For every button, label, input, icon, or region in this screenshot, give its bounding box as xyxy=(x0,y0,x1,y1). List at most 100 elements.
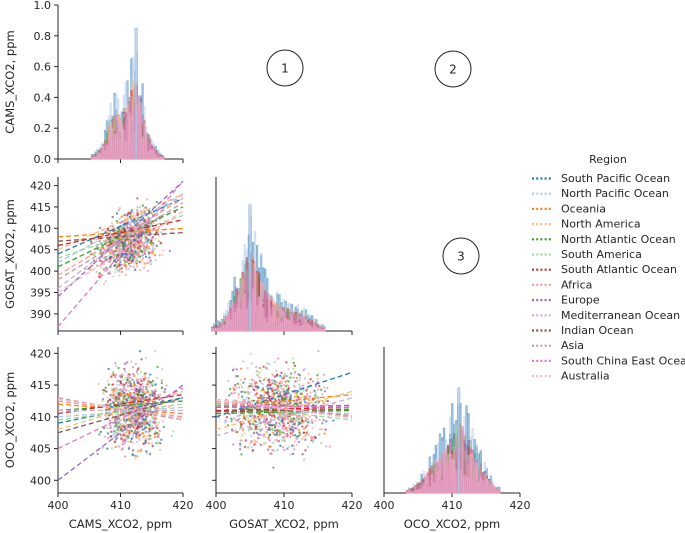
scatter-point xyxy=(129,382,133,386)
scatter-point xyxy=(311,437,314,440)
scatter-point xyxy=(125,268,128,271)
scatter-point xyxy=(133,253,136,256)
scatter-point xyxy=(121,220,124,223)
scatter-point xyxy=(111,248,114,252)
scatter-point xyxy=(119,419,122,422)
scatter-point xyxy=(130,429,134,433)
scatter-point xyxy=(154,237,157,240)
histogram-bar xyxy=(231,301,234,332)
scatter-point xyxy=(317,408,321,411)
scatter-point xyxy=(297,440,301,444)
scatter-point xyxy=(238,414,242,417)
scatter-point xyxy=(149,419,152,422)
scatter-point xyxy=(263,442,266,445)
scatter-point xyxy=(127,258,131,262)
scatter-point xyxy=(163,388,167,391)
x-axis-label: GOSAT_XCO2, ppm xyxy=(229,517,339,531)
histogram-bar xyxy=(286,319,289,332)
histogram-bar xyxy=(422,485,425,494)
scatter-point xyxy=(131,250,134,253)
scatter-point xyxy=(130,360,133,363)
scatter-point xyxy=(323,390,326,393)
scatter-point xyxy=(255,370,259,373)
scatter-point xyxy=(231,443,235,446)
scatter-point xyxy=(134,398,137,401)
scatter-point xyxy=(255,388,258,391)
scatter-point xyxy=(262,433,266,436)
scatter-point xyxy=(89,268,92,271)
histogram-bar xyxy=(455,469,458,494)
scatter-point xyxy=(244,439,248,442)
scatter-point xyxy=(145,391,148,394)
scatter-point xyxy=(116,424,120,427)
scatter-point xyxy=(144,255,148,258)
scatter-point xyxy=(101,260,104,263)
scatter-point xyxy=(332,419,335,422)
histogram-bar xyxy=(491,483,495,494)
scatter-point xyxy=(141,204,144,207)
scatter-point xyxy=(129,250,132,253)
scatter-point xyxy=(128,240,131,244)
scatter-point xyxy=(94,237,98,241)
scatter-point xyxy=(115,437,118,440)
scatter-point xyxy=(233,391,236,395)
scatter-point xyxy=(145,450,148,453)
scatter-point xyxy=(129,440,133,443)
histogram-bar xyxy=(461,426,464,494)
scatter-point xyxy=(120,435,123,438)
histogram-bar xyxy=(430,474,433,494)
scatter-point xyxy=(139,255,142,258)
scatter-point xyxy=(124,273,128,276)
scatter-point xyxy=(132,441,135,444)
histogram-bar xyxy=(111,128,114,160)
histogram-bar xyxy=(132,109,135,160)
y-tick-label: 410 xyxy=(30,222,51,235)
histogram-peak-bar xyxy=(248,204,252,332)
histogram-bar xyxy=(120,125,123,160)
scatter-point xyxy=(291,425,294,429)
y-tick-label: 0.0 xyxy=(34,153,52,166)
histogram-bar xyxy=(280,322,283,332)
histogram-bar xyxy=(270,316,273,332)
scatter-point xyxy=(325,445,328,448)
scatter-point xyxy=(267,448,270,451)
scatter-point xyxy=(123,244,126,247)
scatter-point xyxy=(98,226,102,230)
scatter-point xyxy=(238,383,242,386)
scatter-point xyxy=(144,238,147,241)
histogram-bar xyxy=(479,476,482,494)
scatter-point xyxy=(168,250,172,253)
x-tick-label: 420 xyxy=(173,499,194,512)
histogram-bar xyxy=(241,278,244,332)
scatter-point xyxy=(137,252,140,255)
y-tick-label: 415 xyxy=(30,201,51,214)
scatter-point xyxy=(144,437,147,441)
scatter-point xyxy=(259,376,262,379)
panel-2-2: 400 410 420 xyxy=(374,347,531,512)
histogram-bar xyxy=(284,317,287,332)
y-axis-label: GOSAT_XCO2, ppm xyxy=(3,199,17,309)
scatter-point xyxy=(256,428,259,431)
scatter-point xyxy=(100,266,103,269)
scatter-point xyxy=(239,378,242,381)
scatter-point xyxy=(236,419,239,422)
scatter-point xyxy=(126,385,129,388)
scatter-point xyxy=(306,430,309,433)
histogram-bar xyxy=(262,307,265,332)
scatter-point xyxy=(102,256,105,259)
histogram-bar xyxy=(496,489,499,494)
scatter-point xyxy=(123,258,127,261)
scatter-point xyxy=(253,399,256,402)
scatter-point xyxy=(142,257,145,260)
panel-0-0: 0.00.20.40.60.81.0 xyxy=(34,0,184,166)
scatter-point xyxy=(110,375,113,378)
scatter-point xyxy=(144,430,147,433)
scatter-point xyxy=(118,401,121,404)
x-axis-label: CAMS_XCO2, ppm xyxy=(69,517,172,531)
scatter-point xyxy=(255,431,258,434)
scatter-point xyxy=(127,219,130,222)
scatter-point xyxy=(89,240,93,243)
scatter-point xyxy=(135,369,139,373)
scatter-point xyxy=(239,367,243,370)
histogram-bar xyxy=(438,458,442,494)
